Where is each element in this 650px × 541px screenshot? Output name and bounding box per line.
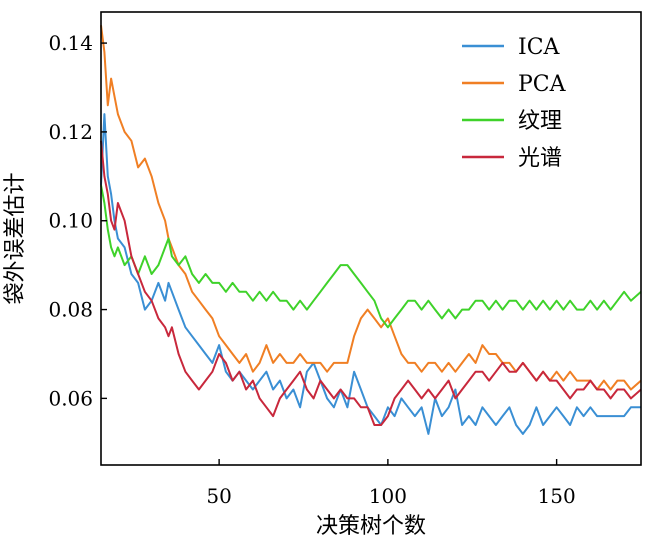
series-line-0 — [100, 113, 641, 435]
legend-label-2: 纹理 — [518, 109, 562, 134]
x-tick-label-150: 150 — [538, 484, 576, 508]
y-tick-label-4: 0.14 — [48, 31, 93, 55]
y-axis-title: 袋外误差估计 — [3, 172, 28, 304]
y-axis: 0.06 0.08 0.10 0.12 0.14 — [48, 31, 107, 410]
legend-label-1: PCA — [518, 72, 567, 97]
x-tick-label-50: 50 — [206, 484, 231, 508]
x-tick-label-100: 100 — [369, 484, 407, 508]
x-axis-title: 决策树个数 — [316, 514, 426, 539]
legend-label-3: 光谱 — [518, 146, 562, 171]
y-tick-label-0: 0.06 — [48, 386, 93, 410]
y-tick-label-3: 0.12 — [48, 120, 93, 144]
x-axis: 50 100 150 — [206, 459, 576, 508]
y-tick-label-1: 0.08 — [48, 298, 93, 322]
legend-label-0: ICA — [518, 35, 561, 60]
y-tick-label-2: 0.10 — [48, 209, 93, 233]
series-layer — [100, 25, 642, 435]
series-line-3 — [100, 140, 642, 426]
series-line-2 — [100, 185, 642, 329]
plot-frame — [100, 11, 642, 466]
